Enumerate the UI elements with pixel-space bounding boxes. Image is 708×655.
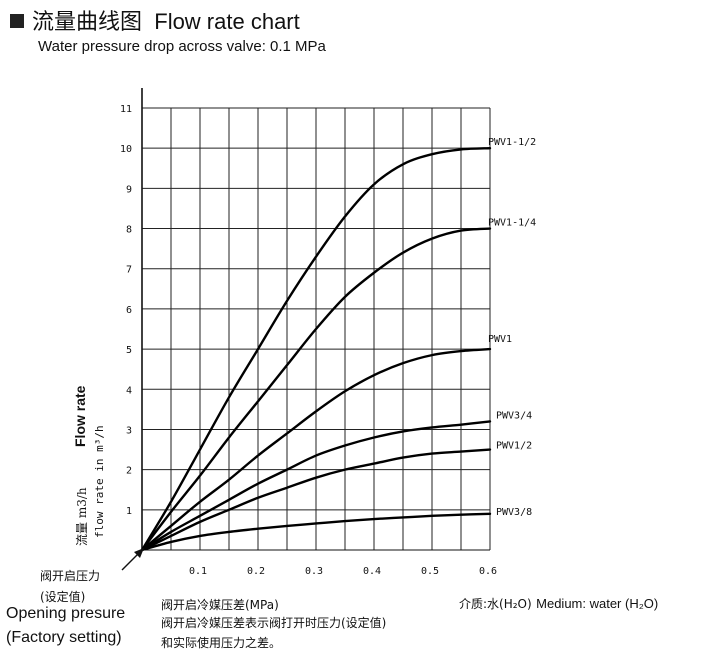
series-line-pwv1-1-4 bbox=[140, 227, 492, 552]
chart-title: 流量曲线图 Flow rate chart bbox=[10, 4, 300, 36]
series-label: PWV1/2 bbox=[496, 441, 532, 452]
series-line-pwv3-8 bbox=[140, 512, 492, 552]
x-tick-label: 0.6 bbox=[479, 566, 497, 577]
x-tick-label: 0.1 bbox=[189, 566, 207, 577]
x-tick-label: 0.3 bbox=[305, 566, 323, 577]
series-lines bbox=[140, 146, 492, 552]
factory-setting-en: (Factory setting) bbox=[6, 629, 122, 646]
y-tick-label: 9 bbox=[126, 184, 132, 195]
y-axis-label-en: Flow rate bbox=[72, 385, 88, 447]
y-tick-label: 8 bbox=[126, 225, 132, 236]
series-labels: PWV1-1/2 PWV1-1/4 PWV1 PWV3/4 PWV1/2 PWV3/8 bbox=[488, 137, 536, 518]
y-tick-label: 1 bbox=[126, 506, 132, 517]
x-axis-label: 阀开启冷媒压差(MPa) bbox=[161, 598, 279, 612]
series-line-pwv3-4 bbox=[140, 420, 492, 552]
chart-subtitle: Water pressure drop across valve: 0.1 MP… bbox=[38, 38, 326, 55]
y-tick-labels: 1 2 3 4 5 6 7 8 9 10 11 bbox=[120, 104, 132, 517]
opening-pressure-cn: 阀开启压力 bbox=[40, 569, 101, 583]
series-label: PWV1 bbox=[488, 334, 512, 345]
y-tick-label: 3 bbox=[126, 425, 132, 436]
x-tick-label: 0.2 bbox=[247, 566, 265, 577]
explanation-line-1: 阀开启冷媒压差表示阀打开时压力(设定值) bbox=[161, 616, 387, 630]
y-tick-label: 11 bbox=[120, 104, 132, 115]
x-tick-label: 0.4 bbox=[363, 566, 381, 577]
y-axis-label-mono: flow rate in m³/h bbox=[93, 425, 106, 538]
y-tick-label: 4 bbox=[126, 385, 132, 396]
medium-note-cn: 介质:水(H₂O) bbox=[459, 597, 532, 611]
y-tick-label: 2 bbox=[126, 466, 132, 477]
chart-axes bbox=[141, 88, 490, 551]
medium-note-en: Medium: water (H₂O) bbox=[536, 596, 659, 611]
arrow-head-icon bbox=[134, 548, 144, 558]
series-label: PWV3/8 bbox=[496, 507, 532, 518]
series-line-pwv1-1-2 bbox=[140, 146, 492, 552]
chart-title-en: Flow rate chart bbox=[154, 9, 300, 34]
series-label: PWV1-1/4 bbox=[488, 218, 536, 229]
y-tick-label: 5 bbox=[126, 345, 132, 356]
series-line-pwv1-2 bbox=[140, 448, 492, 552]
series-label: PWV1-1/2 bbox=[488, 137, 536, 148]
y-tick-label: 7 bbox=[126, 265, 132, 276]
opening-pressure-en: Opening presure bbox=[6, 605, 126, 622]
y-axis-label-cn: 流量 m3/h bbox=[75, 487, 89, 546]
factory-setting-cn: (设定值) bbox=[40, 590, 86, 604]
series-line-pwv1 bbox=[140, 347, 492, 552]
x-tick-labels: 0.1 0.2 0.3 0.4 0.5 0.6 bbox=[189, 566, 497, 577]
medium-note: 介质:水(H₂O) Medium: water (H₂O) bbox=[459, 595, 658, 613]
chart-title-cn: 流量曲线图 bbox=[32, 10, 143, 35]
title-bullet-icon bbox=[10, 14, 24, 28]
x-tick-label: 0.5 bbox=[421, 566, 439, 577]
series-label: PWV3/4 bbox=[496, 410, 532, 421]
y-tick-label: 10 bbox=[120, 144, 132, 155]
explanation-line-2: 和实际使用压力之差。 bbox=[161, 636, 282, 650]
y-tick-label: 6 bbox=[126, 305, 132, 316]
